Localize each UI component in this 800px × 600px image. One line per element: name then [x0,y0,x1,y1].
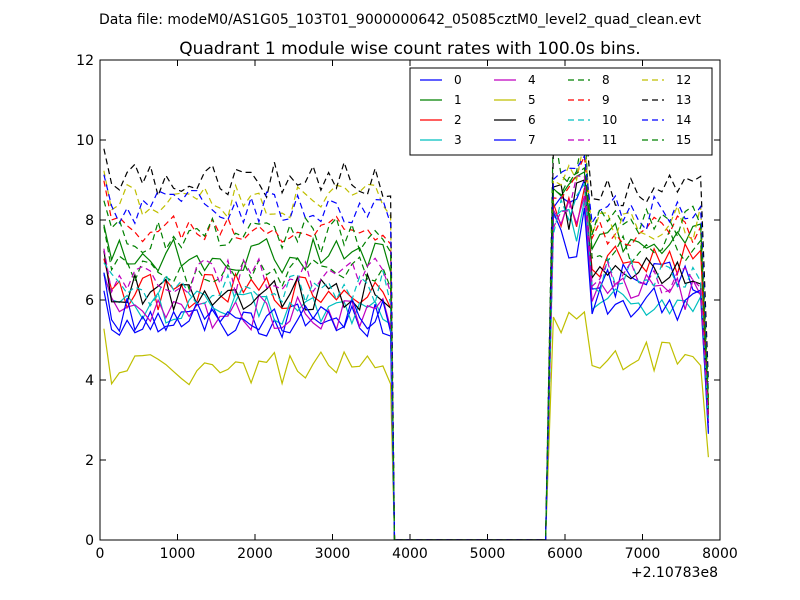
y-tick-label: 0 [85,533,94,549]
x-tick-label: 8000 [702,546,738,562]
x-tick-label: 0 [96,546,105,562]
x-tick-label: 5000 [470,546,506,562]
legend-label-3: 3 [454,133,462,147]
series-line-15 [103,166,709,540]
series-line-0 [103,179,709,540]
legend-box [409,67,713,156]
legend-label-0: 0 [454,73,462,87]
x-tick-label: 4000 [392,546,428,562]
x-tick-label: 6000 [547,546,583,562]
series-line-9 [103,155,709,540]
series-line-13 [103,115,709,540]
series-line-2 [103,187,709,540]
legend-label-6: 6 [528,113,536,127]
series-line-5 [103,310,709,540]
x-axis-offset-label: +2.10783e8 [631,565,718,581]
plot-frame [99,59,721,541]
series-line-14 [103,154,709,540]
legend-label-2: 2 [454,113,462,127]
legend-label-15: 15 [676,133,691,147]
legend-label-8: 8 [602,73,610,87]
legend-label-1: 1 [454,93,462,107]
x-tick-label: 3000 [315,546,351,562]
legend-label-13: 13 [676,93,691,107]
series-lines [103,115,709,540]
series-line-1 [103,171,709,540]
series-line-8 [103,123,709,540]
legend-label-9: 9 [602,93,610,107]
axis-ticks: 0 1000 2000 3000 4000 5000 6000 7000 80000246810… [76,53,738,562]
legend-label-7: 7 [528,133,536,147]
y-tick-label: 8 [85,213,94,229]
x-tick-label: 2000 [237,546,273,562]
legend-label-4: 4 [528,73,536,87]
x-tick-label: 7000 [625,546,661,562]
legend-label-10: 10 [602,113,617,127]
legend-label-11: 11 [602,133,617,147]
series-line-4 [103,195,709,540]
x-tick-label: 1000 [160,546,196,562]
y-tick-label: 10 [76,133,94,149]
y-tick-label: 6 [85,293,94,309]
figure-suptitle: Data file: modeM0/AS1G05_103T01_90000006… [99,12,701,28]
legend-label-5: 5 [528,93,536,107]
series-line-10 [103,182,709,540]
y-tick-label: 4 [85,373,94,389]
series-line-6 [103,179,709,540]
legend-label-12: 12 [676,73,691,87]
y-tick-label: 12 [76,53,94,69]
y-tick-label: 2 [85,453,94,469]
legend-label-14: 14 [676,113,691,127]
series-line-7 [103,207,709,540]
series-line-3 [103,199,709,540]
chart-title: Quadrant 1 module wise count rates with … [179,39,640,59]
series-line-12 [103,139,709,540]
